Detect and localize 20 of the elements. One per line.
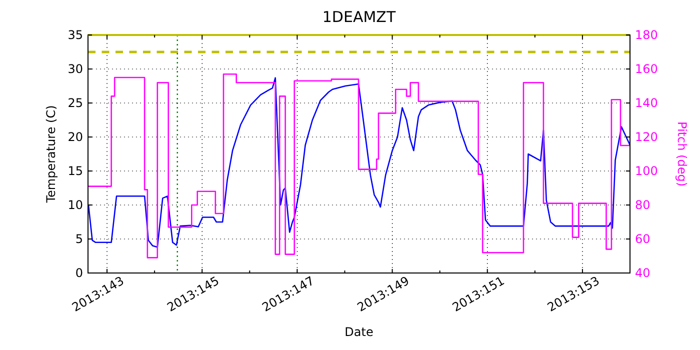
y2-tick-label: 180 [635,28,658,42]
y2-tick-label: 160 [635,62,658,76]
y2-tick-label: 140 [635,96,658,110]
chart-title: 1DEAMZT [322,8,396,26]
y2-tick-label: 120 [635,130,658,144]
y2-tick-label: 40 [635,266,650,280]
y-tick-label: 5 [75,232,83,246]
y2-axis-title: Pitch (deg) [675,121,689,187]
y2-tick-label: 100 [635,164,658,178]
y-tick-label: 20 [68,130,83,144]
y-tick-label: 10 [68,198,83,212]
y-tick-label: 0 [75,266,83,280]
y2-tick-label: 80 [635,198,650,212]
y-axis-title: Temperature (C) [44,105,58,204]
y-tick-label: 30 [68,62,83,76]
y-tick-label: 35 [68,28,83,42]
y2-tick-label: 60 [635,232,650,246]
y-tick-label: 15 [68,164,83,178]
x-axis-title: Date [344,325,374,339]
y-tick-label: 25 [68,96,83,110]
